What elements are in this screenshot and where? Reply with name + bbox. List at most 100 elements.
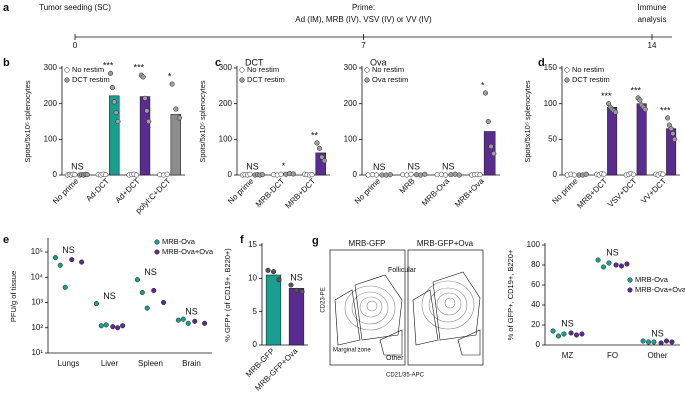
legend-marker (564, 67, 570, 73)
legend-marker (154, 249, 160, 255)
data-point (672, 136, 678, 142)
data-point (276, 277, 282, 283)
event-label: Prime: (352, 3, 375, 12)
data-point (418, 172, 424, 178)
data-point (373, 172, 380, 178)
y-tick-label: 200 (219, 99, 233, 108)
data-point (164, 171, 170, 177)
x-tick-label: VSV+DCT (606, 176, 639, 209)
y-tick-label: 0 (53, 170, 58, 179)
data-point (176, 115, 183, 121)
x-tick-label: Ad-DCT (84, 176, 111, 203)
data-point (314, 140, 320, 146)
x-tick-label: MRB+Ova (453, 176, 486, 209)
data-point (670, 131, 676, 137)
y-tick-label: 100 (527, 240, 541, 249)
x-tick-label: MRB-Ova (420, 176, 452, 208)
data-point (120, 323, 126, 329)
data-point (408, 171, 414, 177)
legend-label: No restim (72, 65, 104, 74)
data-point (600, 264, 607, 270)
data-point (103, 172, 109, 178)
y-tick-label: 300 (344, 63, 358, 72)
data-point (595, 257, 601, 263)
y-tick-label: 0 (353, 170, 358, 179)
y-axis-label: % of GFP+, CD19+, B220+ (506, 249, 515, 340)
data-point (438, 171, 444, 177)
legend-label: MRB-Ova+Ova (162, 247, 214, 256)
data-point (579, 331, 585, 337)
axis-label: CD23-PE (321, 287, 327, 312)
data-point (93, 301, 99, 307)
event-label: analysis (638, 15, 667, 24)
flow-frame (407, 249, 484, 366)
bar (288, 288, 305, 346)
data-point (108, 70, 114, 76)
data-point (613, 109, 619, 115)
x-tick-label: MZ (562, 351, 574, 360)
legend-marker (364, 77, 370, 83)
y-tick-label: 0 (553, 170, 558, 179)
data-point (571, 172, 577, 178)
x-tick-label: Liver (101, 359, 119, 368)
y-tick-label: 300 (44, 63, 58, 72)
data-point (624, 261, 630, 267)
data-point (618, 263, 625, 269)
significance: NS (144, 267, 157, 277)
data-point (288, 282, 294, 288)
y-tick-label: 0 (253, 340, 258, 349)
x-tick-label: VV+DCT (639, 176, 668, 205)
data-point (630, 171, 636, 177)
x-tick-label: MRB+DCT (284, 176, 318, 210)
data-point (369, 172, 375, 178)
legend-label: MRB-Ova (635, 275, 669, 284)
timeline-tick-label: 7 (361, 41, 366, 50)
flow-plots: g MRB-GFP MRB-GFP+Ova Follicular Margina… (312, 235, 484, 379)
x-tick-label: No prime (550, 176, 580, 206)
legend-marker (239, 77, 245, 83)
legend-marker (364, 67, 370, 73)
significance: * (168, 71, 172, 81)
data-point (109, 85, 115, 91)
y-tick-label: 5 (253, 307, 258, 316)
data-point (111, 99, 117, 105)
data-point (151, 287, 157, 294)
y-tick-label: 100 (44, 134, 58, 143)
axis-label: CD21/35-APC (386, 373, 425, 379)
event-label: Immune (638, 3, 667, 12)
event-label: Tumor seeding (SC) (39, 3, 111, 12)
data-point (319, 154, 325, 160)
significance: * (282, 161, 286, 171)
data-point (259, 172, 265, 178)
y-tick-label: 0 (228, 170, 233, 179)
legend-marker (154, 239, 160, 245)
data-point (387, 172, 393, 178)
data-point (477, 172, 483, 178)
data-point (442, 172, 449, 178)
data-point (299, 289, 305, 295)
flow-title: MRB-GFP (349, 239, 386, 248)
data-point (491, 151, 497, 157)
data-point (613, 262, 619, 268)
legend-label: DCT restim (572, 75, 610, 84)
data-point (383, 172, 389, 178)
data-point (265, 267, 271, 273)
legend-marker (627, 287, 633, 293)
legend-marker (64, 67, 70, 73)
gate-label: Marginal zone (333, 348, 371, 354)
significance: NS (185, 306, 198, 316)
data-point (290, 171, 296, 177)
data-point (278, 171, 284, 177)
data-point (146, 118, 152, 125)
data-point (606, 260, 612, 266)
significance: NS (442, 162, 455, 172)
chart-title: Ova (370, 57, 387, 67)
y-tick-label: 100 (544, 99, 558, 108)
x-tick-label: FO (607, 351, 618, 360)
legend-marker (239, 67, 245, 73)
x-tick-label: No prime (353, 176, 383, 206)
data-point (144, 305, 150, 311)
y-tick-label: 15 (248, 240, 257, 249)
data-point (309, 172, 315, 178)
